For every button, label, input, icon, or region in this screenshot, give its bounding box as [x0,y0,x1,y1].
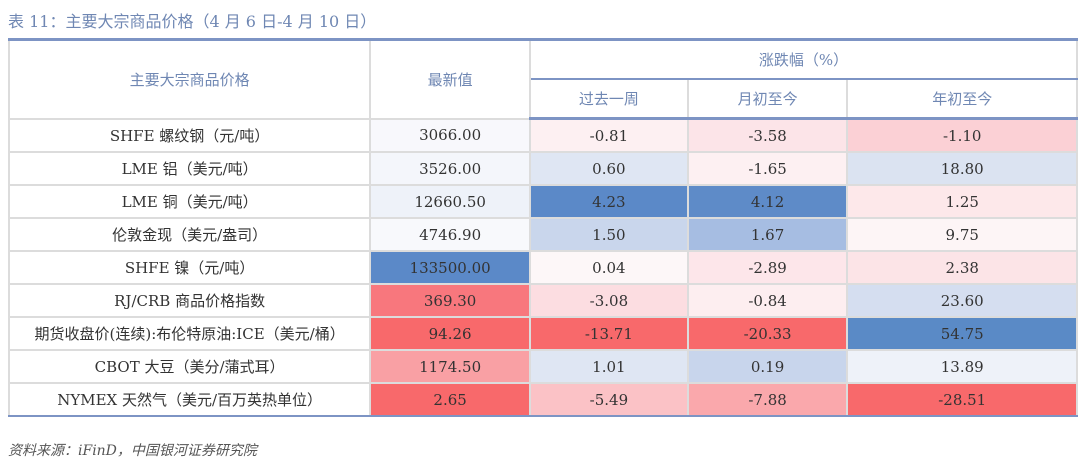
cell-week: 4.23 [529,184,689,219]
cell-ytd: 1.25 [846,184,1078,219]
cell-week: 0.04 [529,250,689,285]
cell-latest: 369.30 [369,283,532,318]
table-row: LME 铜（美元/吨） 12660.50 4.23 4.12 1.25 [7,184,1078,219]
cell-ytd: -28.51 [846,382,1078,417]
table-row: SHFE 镍（元/吨） 133500.00 0.04 -2.89 2.38 [7,250,1078,285]
cell-mtd: 0.19 [686,349,849,384]
cell-mtd: -7.88 [686,382,849,417]
table-caption: 表 11：主要大宗商品价格（4 月 6 日-4 月 10 日） [8,12,377,31]
cell-ytd: 2.38 [846,250,1078,285]
cell-name: CBOT 大豆（美分/蒲式耳） [7,349,372,384]
header-change-group: 涨跌幅（%） [529,38,1078,80]
table-row: 伦敦金现（美元/盎司） 4746.90 1.50 1.67 9.75 [7,217,1078,252]
cell-name: SHFE 镍（元/吨） [7,250,372,285]
cell-latest: 133500.00 [369,250,532,285]
cell-ytd: 18.80 [846,151,1078,186]
cell-week: 0.60 [529,151,689,186]
cell-name: SHFE 螺纹钢（元/吨） [7,117,372,153]
cell-name: RJ/CRB 商品价格指数 [7,283,372,318]
cell-latest: 94.26 [369,316,532,351]
cell-week: -13.71 [529,316,689,351]
cell-week: -3.08 [529,283,689,318]
cell-name: NYMEX 天然气（美元/百万英热单位） [7,382,372,417]
cell-week: 1.01 [529,349,689,384]
header-ytd: 年初至今 [846,78,1078,120]
cell-mtd: -1.65 [686,151,849,186]
table-row: RJ/CRB 商品价格指数 369.30 -3.08 -0.84 23.60 [7,283,1078,318]
commodity-price-table: 主要大宗商品价格 最新值 涨跌幅（%） 过去一周 月初至今 年初至今 SHFE … [7,38,1078,417]
cell-mtd: -20.33 [686,316,849,351]
cell-mtd: 4.12 [686,184,849,219]
cell-mtd: -2.89 [686,250,849,285]
cell-ytd: 9.75 [846,217,1078,252]
cell-mtd: -0.84 [686,283,849,318]
cell-latest: 12660.50 [369,184,532,219]
cell-ytd: 13.89 [846,349,1078,384]
cell-ytd: 54.75 [846,316,1078,351]
cell-name: LME 铜（美元/吨） [7,184,372,219]
header-mtd: 月初至今 [686,78,849,120]
cell-name: 期货收盘价(连续):布伦特原油:ICE（美元/桶） [7,316,372,351]
cell-latest: 2.65 [369,382,532,417]
cell-ytd: 23.60 [846,283,1078,318]
cell-ytd: -1.10 [846,117,1078,153]
table-row: LME 铝（美元/吨） 3526.00 0.60 -1.65 18.80 [7,151,1078,186]
cell-mtd: -3.58 [686,117,849,153]
source-note: 资料来源：iFinD，中国银河证券研究院 [8,443,257,459]
cell-week: 1.50 [529,217,689,252]
cell-mtd: 1.67 [686,217,849,252]
table-row: SHFE 螺纹钢（元/吨） 3066.00 -0.81 -3.58 -1.10 [7,117,1078,153]
cell-name: LME 铝（美元/吨） [7,151,372,186]
cell-week: -0.81 [529,117,689,153]
cell-latest: 1174.50 [369,349,532,384]
cell-week: -5.49 [529,382,689,417]
header-latest: 最新值 [369,38,532,120]
cell-name: 伦敦金现（美元/盎司） [7,217,372,252]
table-row: CBOT 大豆（美分/蒲式耳） 1174.50 1.01 0.19 13.89 [7,349,1078,384]
cell-latest: 4746.90 [369,217,532,252]
table-row: 期货收盘价(连续):布伦特原油:ICE（美元/桶） 94.26 -13.71 -20.… [7,316,1078,351]
header-week: 过去一周 [529,78,689,120]
table-row: NYMEX 天然气（美元/百万英热单位） 2.65 -5.49 -7.88 -28.51 [7,382,1078,417]
cell-latest: 3526.00 [369,151,532,186]
cell-latest: 3066.00 [369,117,532,153]
header-commodity: 主要大宗商品价格 [7,38,372,120]
